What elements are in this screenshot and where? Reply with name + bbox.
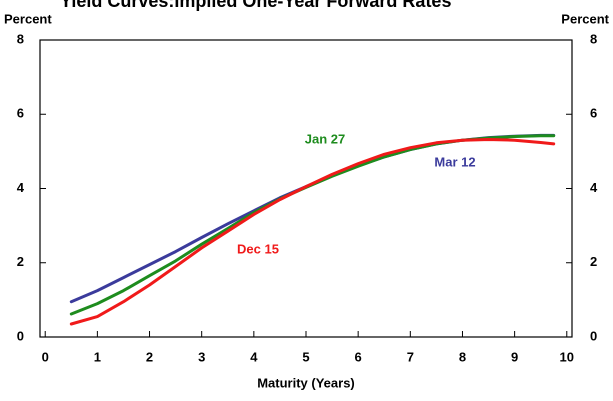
series-label: Jan 27 [305,131,345,146]
y2-tick-label: 4 [590,180,598,195]
x-tick-label: 0 [42,349,49,364]
x-tick-label: 2 [146,349,153,364]
chart-title: Yield Curves:Implied One-Year Forward Ra… [60,0,451,11]
y-tick-label: 4 [17,180,25,195]
y2-axis-label: Percent [561,11,609,26]
y2-tick-label: 0 [590,328,597,343]
x-tick-label: 6 [355,349,362,364]
x-tick-label: 4 [250,349,258,364]
x-tick-label: 8 [459,349,466,364]
x-tick-label: 1 [94,349,101,364]
y2-tick-label: 6 [590,106,597,121]
y-tick-label: 2 [17,254,24,269]
x-tick-label: 5 [302,349,309,364]
y-axis-label: Percent [4,11,52,26]
x-axis-label: Maturity (Years) [257,375,355,390]
series-label: Mar 12 [434,154,475,169]
y2-tick-label: 8 [590,31,597,46]
y-tick-label: 8 [17,31,24,46]
x-tick-label: 9 [511,349,518,364]
x-tick-label: 3 [198,349,205,364]
x-tick-label: 7 [407,349,414,364]
y-tick-label: 0 [17,328,24,343]
series-label: Dec 15 [237,241,279,256]
y2-tick-label: 2 [590,254,597,269]
series-line [69,138,556,326]
series-line [69,133,556,304]
y-tick-label: 6 [17,106,24,121]
x-tick-label: 10 [560,349,574,364]
